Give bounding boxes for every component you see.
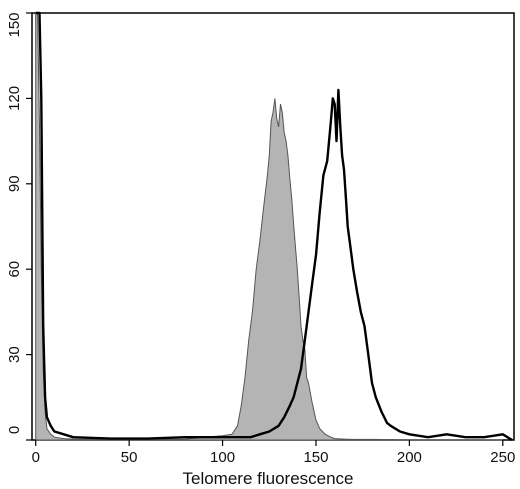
series-1-filled-area	[35, 12, 503, 441]
series-layer	[35, 11, 513, 442]
x-axis-ticks: 0 50 100 150 200 250	[32, 440, 515, 466]
x-tick-label: 250	[490, 449, 515, 466]
y-tick-label: 60	[6, 261, 23, 278]
y-tick-label: 30	[6, 346, 23, 363]
y-tick-label: 120	[6, 86, 23, 111]
x-axis-title: Telomere fluorescence	[182, 469, 353, 488]
y-tick-label: 0	[6, 426, 23, 434]
x-tick-label: 200	[397, 449, 422, 466]
y-axis-ticks: 0 30 60 90 120 150	[6, 12, 32, 441]
x-tick-label: 50	[121, 449, 138, 466]
y-tick-label: 90	[6, 175, 23, 192]
x-tick-label: 150	[303, 449, 328, 466]
y-tick-label: 150	[6, 12, 23, 37]
series-2-outline	[35, 11, 513, 442]
x-tick-label: 100	[210, 449, 235, 466]
x-tick-label: 0	[32, 449, 40, 466]
